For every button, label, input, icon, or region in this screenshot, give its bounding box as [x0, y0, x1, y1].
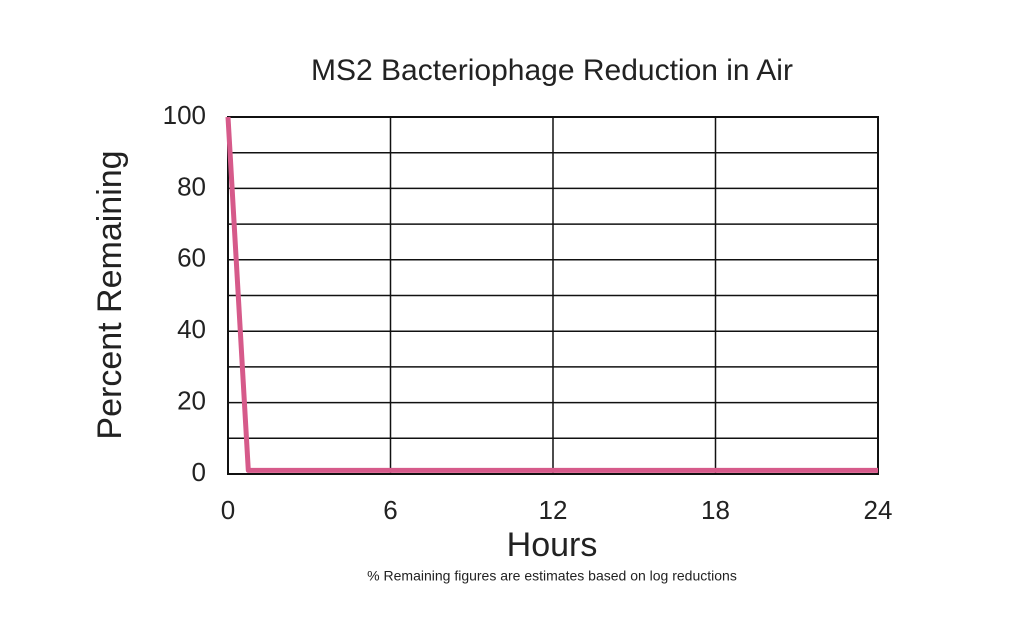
x-tick-label: 0 [221, 495, 235, 525]
y-tick-label: 0 [192, 457, 206, 487]
y-tick-label: 40 [177, 314, 206, 344]
y-tick-label: 20 [177, 385, 206, 415]
plot-border [227, 116, 879, 475]
y-tick-label: 100 [163, 100, 206, 130]
y-tick-label: 60 [177, 243, 206, 273]
x-tick-label: 18 [701, 495, 730, 525]
y-tick-label: 80 [177, 171, 206, 201]
footnote: % Remaining figures are estimates based … [367, 568, 737, 584]
data-line [225, 116, 878, 473]
x-tick-label: 6 [383, 495, 397, 525]
x-tick-label: 12 [539, 495, 568, 525]
x-tick-label: 24 [864, 495, 893, 525]
chart-title: MS2 Bacteriophage Reduction in Air [311, 54, 793, 87]
y-axis-label: Percent Remaining [91, 150, 129, 439]
x-axis-label: Hours [507, 526, 598, 564]
